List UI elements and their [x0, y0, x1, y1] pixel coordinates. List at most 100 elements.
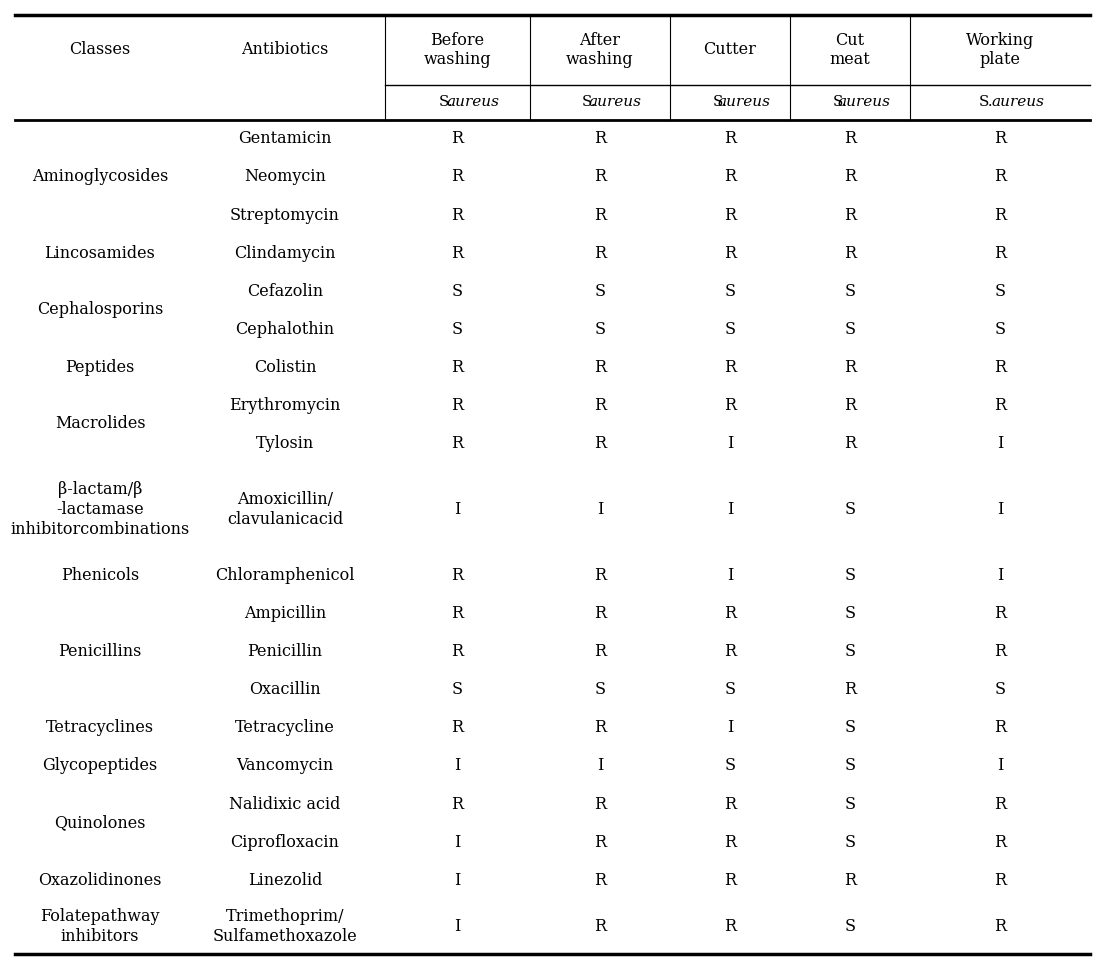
Text: R: R [994, 834, 1006, 850]
Text: Ampicillin: Ampicillin [244, 606, 326, 622]
Text: Cutter: Cutter [703, 42, 756, 58]
Text: Lincosamides: Lincosamides [44, 245, 156, 261]
Text: S: S [995, 283, 1006, 299]
Text: I: I [597, 501, 603, 518]
Text: S: S [452, 283, 463, 299]
Text: R: R [994, 168, 1006, 186]
Text: R: R [724, 130, 736, 148]
Text: Before
washing: Before washing [424, 32, 491, 68]
Text: R: R [594, 397, 606, 413]
Text: Oxazolidinones: Oxazolidinones [39, 872, 162, 888]
Text: After
washing: After washing [566, 32, 634, 68]
Text: R: R [843, 872, 856, 888]
Text: Chloramphenicol: Chloramphenicol [215, 568, 354, 584]
Text: S: S [594, 283, 605, 299]
Text: Macrolides: Macrolides [55, 415, 146, 433]
Text: S.: S. [582, 95, 596, 110]
Text: aureus: aureus [588, 95, 641, 110]
Text: R: R [594, 719, 606, 737]
Text: R: R [452, 795, 464, 813]
Text: Tylosin: Tylosin [256, 434, 315, 452]
Text: Neomycin: Neomycin [244, 168, 326, 186]
Text: R: R [594, 606, 606, 622]
Text: R: R [994, 872, 1006, 888]
Text: S: S [845, 918, 856, 935]
Text: S: S [452, 681, 463, 699]
Text: R: R [843, 434, 856, 452]
Text: R: R [994, 606, 1006, 622]
Text: R: R [843, 168, 856, 186]
Text: R: R [452, 245, 464, 261]
Text: R: R [994, 206, 1006, 224]
Text: R: R [843, 245, 856, 261]
Text: R: R [452, 643, 464, 661]
Text: R: R [594, 834, 606, 850]
Text: Oxacillin: Oxacillin [250, 681, 321, 699]
Text: R: R [594, 245, 606, 261]
Text: S: S [724, 681, 735, 699]
Text: Tetracyclines: Tetracyclines [46, 719, 155, 737]
Text: Trimethoprim/
Sulfamethoxazole: Trimethoprim/ Sulfamethoxazole [213, 908, 358, 945]
Text: S: S [724, 757, 735, 775]
Text: S: S [995, 321, 1006, 337]
Text: I: I [455, 872, 460, 888]
Text: Streptomycin: Streptomycin [230, 206, 340, 224]
Text: Amoxicillin/
clavulanicacid: Amoxicillin/ clavulanicacid [227, 491, 343, 528]
Text: Folatepathway
inhibitors: Folatepathway inhibitors [40, 908, 160, 945]
Text: Classes: Classes [70, 42, 130, 58]
Text: R: R [994, 397, 1006, 413]
Text: S: S [845, 501, 856, 518]
Text: R: R [452, 168, 464, 186]
Text: I: I [455, 501, 460, 518]
Text: S: S [845, 757, 856, 775]
Text: I: I [455, 918, 460, 935]
Text: R: R [843, 130, 856, 148]
Text: S: S [995, 681, 1006, 699]
Text: R: R [724, 606, 736, 622]
Text: R: R [724, 834, 736, 850]
Text: I: I [726, 568, 733, 584]
Text: S: S [845, 719, 856, 737]
Text: R: R [594, 168, 606, 186]
Text: R: R [724, 359, 736, 375]
Text: R: R [594, 434, 606, 452]
Text: aureus: aureus [991, 95, 1044, 110]
Text: R: R [724, 245, 736, 261]
Text: Antibiotics: Antibiotics [242, 42, 329, 58]
Text: S.: S. [834, 95, 848, 110]
Text: Nalidixic acid: Nalidixic acid [230, 795, 341, 813]
Text: R: R [594, 918, 606, 935]
Text: I: I [997, 434, 1004, 452]
Text: Aminoglycosides: Aminoglycosides [32, 168, 168, 186]
Text: R: R [594, 872, 606, 888]
Text: I: I [726, 501, 733, 518]
Text: R: R [724, 795, 736, 813]
Text: R: R [994, 719, 1006, 737]
Text: R: R [724, 168, 736, 186]
Text: S: S [845, 643, 856, 661]
Text: R: R [724, 206, 736, 224]
Text: R: R [452, 606, 464, 622]
Text: R: R [452, 568, 464, 584]
Text: Cefazolin: Cefazolin [247, 283, 323, 299]
Text: R: R [452, 359, 464, 375]
Text: S: S [845, 606, 856, 622]
Text: R: R [843, 397, 856, 413]
Text: S: S [845, 834, 856, 850]
Text: R: R [843, 681, 856, 699]
Text: S: S [452, 321, 463, 337]
Text: Cephalothin: Cephalothin [235, 321, 335, 337]
Text: S: S [845, 568, 856, 584]
Text: Tetracycline: Tetracycline [235, 719, 335, 737]
Text: R: R [594, 795, 606, 813]
Text: R: R [452, 206, 464, 224]
Text: aureus: aureus [447, 95, 500, 110]
Text: R: R [724, 918, 736, 935]
Text: Glycopeptides: Glycopeptides [42, 757, 158, 775]
Text: S: S [845, 795, 856, 813]
Text: R: R [594, 643, 606, 661]
Text: S.: S. [713, 95, 728, 110]
Text: R: R [994, 643, 1006, 661]
Text: Peptides: Peptides [65, 359, 135, 375]
Text: R: R [452, 130, 464, 148]
